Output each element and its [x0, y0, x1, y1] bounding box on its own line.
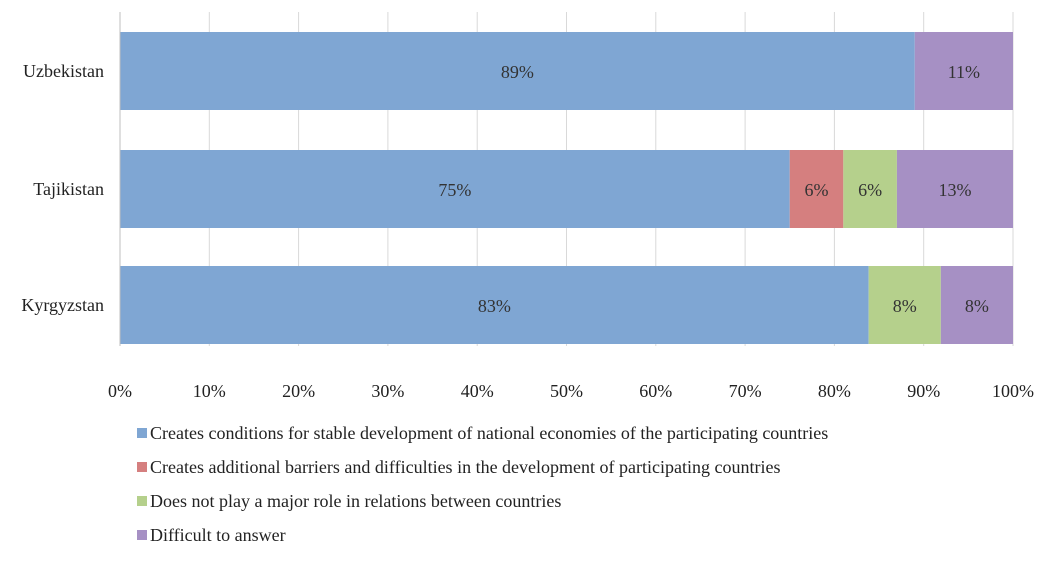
data-label-uzbekistan-series-0: 89% [501, 62, 534, 82]
data-label-tajikistan-series-1: 6% [805, 180, 829, 200]
legend-swatch-0 [137, 428, 147, 438]
x-tick-label-5: 50% [550, 381, 583, 401]
bar-tajikistan-series-1 [789, 150, 844, 228]
bar-tajikistan-series-0 [120, 150, 790, 228]
category-label-kyrgyzstan: Kyrgyzstan [21, 295, 104, 315]
category-label-uzbekistan: Uzbekistan [23, 61, 104, 81]
bar-uzbekistan-series-0 [120, 32, 915, 110]
data-label-kyrgyzstan-series-0: 83% [478, 296, 511, 316]
legend-swatch-1 [137, 462, 147, 472]
data-labels: 89% 11% 75% 6% 6% 13% 83% 8% 8% [438, 62, 989, 316]
x-tick-label-3: 30% [371, 381, 404, 401]
x-tick-label-0: 0% [108, 381, 132, 401]
x-tick-label-7: 70% [729, 381, 762, 401]
bar-uzbekistan-series-3 [914, 32, 1013, 110]
data-label-tajikistan-series-3: 13% [938, 180, 971, 200]
data-label-kyrgyzstan-series-3: 8% [965, 296, 989, 316]
data-label-uzbekistan-series-3: 11% [948, 62, 980, 82]
x-tick-label-10: 100% [992, 381, 1034, 401]
category-label-tajikistan: Tajikistan [33, 179, 104, 199]
legend-swatch-2 [137, 496, 147, 506]
x-tick-label-8: 80% [818, 381, 851, 401]
bar-tajikistan-series-3 [896, 150, 1013, 228]
bar-kyrgyzstan-series-2 [868, 266, 941, 344]
legend-swatch-3 [137, 530, 147, 540]
x-tick-label-9: 90% [907, 381, 940, 401]
legend-label-2: Does not play a major role in relations … [150, 491, 561, 511]
bar-kyrgyzstan-series-3 [940, 266, 1013, 344]
legend-label-1: Creates additional barriers and difficul… [150, 457, 780, 477]
legend: Creates conditions for stable developmen… [137, 423, 828, 545]
bars [120, 32, 1013, 344]
x-tick-label-2: 20% [282, 381, 315, 401]
x-tick-label-1: 10% [193, 381, 226, 401]
legend-label-3: Difficult to answer [150, 525, 286, 545]
legend-label-0: Creates conditions for stable developmen… [150, 423, 828, 443]
x-tick-label-4: 40% [461, 381, 494, 401]
bar-tajikistan-series-2 [843, 150, 897, 228]
data-label-tajikistan-series-2: 6% [858, 180, 882, 200]
data-label-tajikistan-series-0: 75% [438, 180, 471, 200]
data-label-kyrgyzstan-series-2: 8% [893, 296, 917, 316]
axes: 0% 10% 20% 30% 40% 50% 60% 70% 80% 90% 100% Uzbekis… [21, 12, 1034, 401]
bar-kyrgyzstan-series-0 [120, 266, 869, 344]
x-tick-label-6: 60% [639, 381, 672, 401]
